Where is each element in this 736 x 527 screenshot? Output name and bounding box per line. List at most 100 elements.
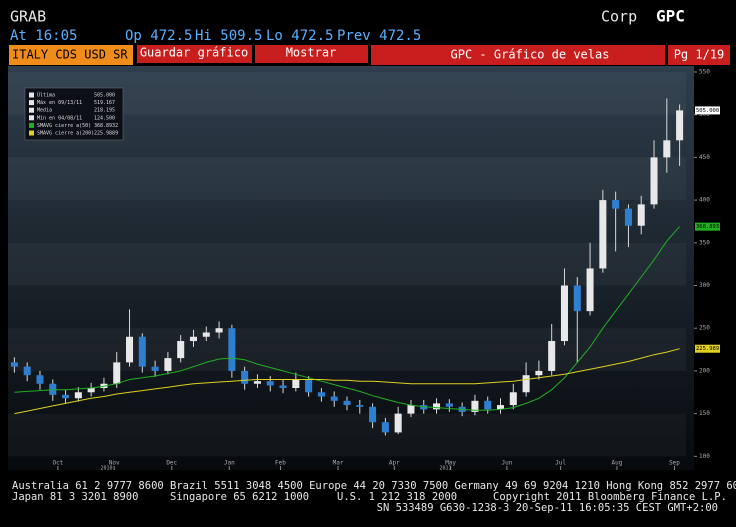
tab-label: Guardar gráfico — [140, 46, 248, 60]
y-tick-label: 450 — [699, 154, 710, 161]
candle-body — [663, 140, 671, 158]
y-tick-label: 150 — [699, 410, 710, 417]
band — [8, 328, 686, 371]
legend-swatch — [29, 100, 34, 106]
legend-label: SMAVG cierre a(50) — [37, 123, 91, 129]
candle-body — [23, 366, 31, 376]
candle-body — [343, 400, 351, 406]
legend-value: 218.195 — [94, 108, 115, 114]
tab[interactable] — [255, 45, 368, 63]
legend-value: 124.500 — [94, 115, 115, 121]
legend-label: Máx en 09/13/11 — [37, 99, 82, 106]
legend-swatch — [29, 122, 34, 128]
ticker: GPC — [656, 7, 685, 26]
y-tick-label: 100 — [699, 453, 710, 460]
y-tick-label: 250 — [699, 325, 710, 332]
price-tag-label: 225.989 — [696, 346, 719, 352]
legend-label: SMAVG cierre a(200) — [37, 131, 94, 137]
quote-line: At 16:05 Op 472.5 Hi 509.5 Lo 472.5 Prev 472… — [10, 28, 421, 44]
candle-body — [394, 413, 402, 433]
candle-body — [74, 392, 82, 399]
candle-body — [330, 396, 338, 401]
price-tag — [695, 106, 720, 115]
price-tag-label: 505.000 — [696, 108, 719, 114]
page-number: Pg 1/19 — [674, 48, 725, 62]
candle-body — [241, 370, 249, 384]
candle-body — [138, 336, 146, 367]
screen-title: GPC - Gráfico de velas — [451, 48, 610, 62]
x-tick-label: Jun — [501, 460, 512, 467]
candle-body — [292, 379, 300, 389]
candle-body — [228, 328, 236, 371]
legend-swatch — [29, 115, 34, 121]
y-tick-label: 350 — [699, 239, 710, 246]
candle-body — [164, 358, 172, 371]
footer-line: Australia 61 2 9777 8600 Brazil 5511 304… — [12, 480, 736, 492]
legend-label: Mín en 04/08/11 — [37, 114, 82, 121]
legend-swatch — [29, 107, 34, 113]
legend-value: 505.000 — [94, 93, 115, 99]
chart: 100 150 200 250 300 350 400 450 500 550 Oct Nov Dec J… — [8, 68, 720, 472]
candle-body — [266, 381, 274, 386]
candle-body — [433, 403, 441, 410]
candle-body — [548, 341, 556, 371]
title-bar — [371, 45, 665, 65]
x-tick-label: Dec — [166, 460, 177, 467]
quote-field: Op 472.5 — [125, 28, 192, 44]
tab-label: Mostrar — [286, 46, 337, 60]
x-tick-label: May — [445, 460, 456, 467]
candle-body — [471, 400, 479, 412]
y-tick-label: 400 — [699, 197, 710, 204]
candle-body — [62, 394, 70, 399]
band — [8, 157, 686, 201]
quote-field: At 16:05 — [10, 28, 77, 44]
candle-body — [202, 332, 210, 337]
x-tick-label: Jan — [224, 460, 235, 467]
band — [8, 413, 686, 457]
candle-body — [599, 200, 607, 269]
x-tick-label: Sep — [669, 460, 680, 467]
candle-body — [445, 403, 453, 407]
footer-field: U.S. 1 212 318 2000 — [337, 491, 457, 503]
footer-line: SN 533489 G630-1238-3 20-Sep-11 16:05:35… — [377, 502, 718, 514]
x-tick-label: Jul — [555, 460, 566, 467]
quote-field: Prev 472.5 — [337, 28, 421, 44]
x-tick-label: Feb — [275, 460, 286, 467]
quote-field: Hi 509.5 — [195, 28, 262, 44]
candle-body — [305, 379, 313, 393]
security: ITALY CDS USD SR — [12, 48, 128, 62]
candle-body — [612, 200, 620, 209]
candle-body — [189, 336, 198, 342]
price-tag-label: 368.893 — [696, 224, 719, 230]
candle-body — [535, 370, 543, 376]
candle-body — [650, 157, 658, 205]
candle-body — [10, 362, 18, 367]
x-tick-label: Oct — [52, 460, 63, 467]
tab[interactable] — [137, 45, 252, 63]
year-label: 2011 — [439, 466, 451, 472]
footer-field: Japan 81 3 3201 8900 — [12, 491, 138, 503]
legend-value: 519.167 — [94, 100, 115, 106]
year-label: 2010 — [100, 466, 112, 472]
quote-field: Lo 472.5 — [266, 28, 333, 44]
footer-field: Copyright 2011 Bloomberg Finance L.P. — [493, 491, 727, 503]
candle-body — [676, 110, 684, 141]
footer-line: Japan 81 3 3201 8900 Singapore 65 6212 10… — [12, 491, 727, 503]
candle-body — [509, 392, 517, 406]
price-tag — [695, 222, 720, 231]
function-code: GRAB — [10, 8, 46, 26]
candle-body — [279, 385, 287, 389]
candle-body — [317, 392, 325, 397]
candle-body — [586, 268, 594, 312]
candle-body — [624, 208, 632, 226]
page-box[interactable] — [668, 45, 730, 65]
y-tick-label: 200 — [699, 367, 710, 374]
legend-swatch — [29, 92, 34, 98]
y-tick-label: 500 — [699, 111, 710, 118]
market-sector: Corp — [601, 8, 637, 26]
legend-box — [24, 87, 124, 141]
security-box[interactable] — [9, 45, 133, 65]
band — [8, 242, 686, 286]
candle-body — [87, 388, 95, 393]
